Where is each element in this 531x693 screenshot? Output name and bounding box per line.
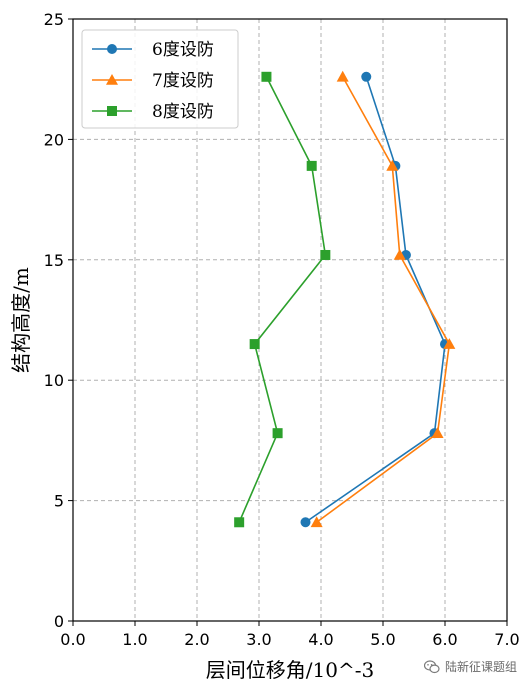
- data-point: [361, 71, 372, 82]
- legend-marker: [107, 106, 117, 116]
- series-3: [234, 71, 331, 528]
- data-point: [300, 517, 311, 528]
- y-tick-label: 5: [54, 492, 64, 511]
- y-tick-label: 20: [44, 130, 64, 149]
- data-point: [336, 70, 349, 82]
- watermark: 陆新征课题组: [423, 658, 517, 675]
- data-point: [272, 428, 283, 439]
- x-tick-label: 5.0: [370, 630, 395, 649]
- data-point: [443, 338, 456, 349]
- legend-marker: [107, 44, 117, 54]
- legend-label: 7度设防: [152, 71, 214, 91]
- series-1: [300, 71, 450, 528]
- y-tick-label: 0: [54, 612, 64, 631]
- data-point: [320, 249, 331, 260]
- data-point: [261, 71, 272, 82]
- x-tick-label: 2.0: [184, 630, 209, 649]
- legend-item: 6度设防: [92, 40, 214, 60]
- x-tick-label: 4.0: [308, 630, 333, 649]
- series-line: [305, 76, 446, 523]
- x-tick-label: 6.0: [432, 630, 457, 649]
- legend-box: [81, 29, 239, 129]
- watermark-text: 陆新征课题组: [444, 660, 517, 674]
- legend-marker: [106, 74, 118, 85]
- data-point: [310, 516, 323, 528]
- x-tick-label: 1.0: [122, 630, 147, 649]
- wechat-icon: [423, 659, 440, 673]
- legend-item: 8度设防: [92, 102, 214, 122]
- series-layer: [234, 70, 456, 528]
- data-point: [386, 159, 399, 171]
- legend-label: 6度设防: [152, 40, 214, 60]
- legend-item: 7度设防: [92, 71, 214, 91]
- series-line: [238, 76, 327, 523]
- data-point: [306, 160, 317, 171]
- data-point: [249, 339, 260, 350]
- plot-frame: [72, 18, 508, 622]
- x-tick-label: 3.0: [246, 630, 271, 649]
- legend-label: 8度设防: [152, 102, 214, 122]
- y-tick-label: 25: [44, 10, 64, 29]
- series-line: [316, 76, 451, 523]
- legend: 6度设防 7度设防 8度设防: [81, 29, 239, 129]
- y-tick-label: 15: [44, 251, 64, 270]
- x-tick-label: 0.0: [60, 630, 85, 649]
- y-axis-title: 结构高度/m: [9, 267, 33, 373]
- tick-layer: 0.0 1.0 2.0 3.0 4.0 5.0 6.0 7.0 0 5 10 15 20 25: [44, 10, 520, 649]
- data-point: [393, 248, 406, 260]
- data-point: [234, 517, 245, 528]
- x-axis-title: 层间位移角/10^-3: [206, 658, 374, 682]
- x-tick-label: 7.0: [494, 630, 519, 649]
- series-2: [310, 70, 456, 528]
- data-point: [431, 427, 444, 438]
- y-tick-label: 10: [44, 371, 64, 390]
